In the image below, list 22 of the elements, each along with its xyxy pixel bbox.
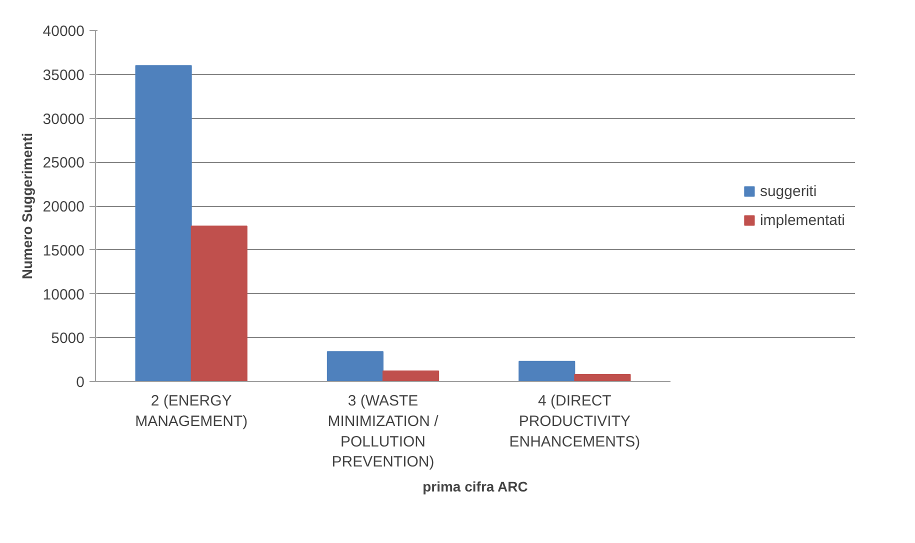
x-tick-label: 3 (WASTE MINIMIZATION / POLLUTION PREVENTION) (328, 392, 440, 471)
x-tick-label: 2 (ENERGY MANAGEMENT) (135, 392, 248, 430)
bar (190, 226, 248, 382)
y-axis-title: Numero Suggerimenti (18, 132, 35, 280)
x-axis-title: prima cifra ARC (422, 478, 528, 495)
legend-label: implementati (760, 212, 845, 228)
y-tick-label: 40000 (42, 23, 85, 40)
bar (135, 65, 192, 382)
y-tick-label: 20000 (42, 198, 85, 216)
bar (518, 360, 576, 382)
y-tick-label: 5000 (51, 330, 85, 348)
x-tick-label: 4 (DIRECT PRODUCTIVITY ENHANCEMENTS) (509, 392, 640, 450)
bar (382, 370, 440, 382)
y-tick-label: 25000 (42, 154, 85, 172)
legend-label: suggeriti (760, 182, 817, 200)
y-tick-label: 0 (76, 374, 84, 391)
bar (574, 374, 631, 382)
y-tick-label: 35000 (42, 66, 85, 84)
y-tick-label: 30000 (42, 110, 85, 128)
bar (326, 351, 384, 382)
y-tick-label: 15000 (42, 242, 85, 260)
y-tick-label: 10000 (42, 286, 85, 304)
